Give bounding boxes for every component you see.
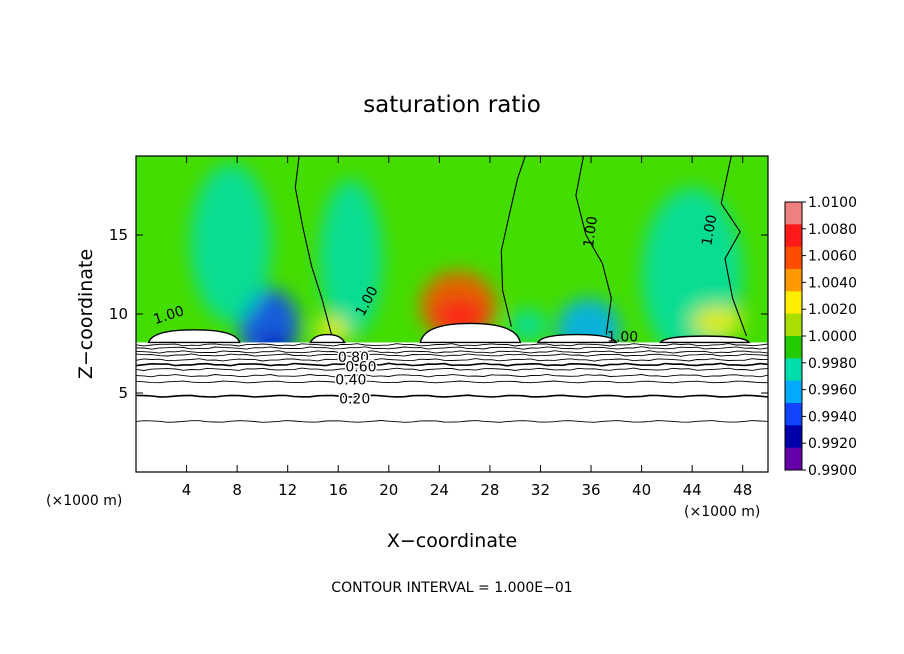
contour-line-7 [136,358,768,362]
contour-label-6: 0.80 [338,350,369,366]
cloud-region-2 [309,333,346,344]
cloud-region-5 [659,335,751,344]
subsaturated-region [136,342,768,472]
colorbar-swatch-11 [785,425,802,449]
colorbar-swatch-10 [785,403,802,426]
x-tick-label-20: 20 [379,481,398,499]
contour-line-3 [136,380,768,384]
contour-line-2 [136,394,768,398]
anomaly-region-5 [190,163,272,322]
x-tick-label-24: 24 [430,481,449,499]
colorbar-swatch-8 [785,358,802,382]
x-tick-label-8: 8 [232,481,242,499]
x-tick-label-16: 16 [329,481,348,499]
contour-line-9 [136,350,768,354]
contour-1.00-vertical-3 [575,156,612,335]
colorbar-swatch-5 [785,291,802,315]
contour-line-5 [136,367,768,371]
contour-line-8 [136,353,768,357]
contour-1.00-vertical-2 [500,156,526,327]
contour-label-8: 0.40 [335,372,366,388]
contour-line-4 [136,373,768,378]
cloud-region-4 [536,333,618,344]
anomaly-region-6 [319,179,383,338]
y-tick-label-15: 15 [109,226,128,244]
y-axis-label: Z−coordinate [75,249,97,379]
contour-label-7: 0.60 [345,360,376,376]
colorbar-label-9: 0.9940 [808,409,857,425]
contour-line-1 [136,420,768,423]
x-tick-label-4: 4 [182,481,192,499]
cloud-region-3 [419,322,522,344]
colorbar-label-11: 0.9900 [808,463,857,479]
cloud-region-1 [147,329,241,344]
x-tick-label-44: 44 [683,481,702,499]
x-unit-left: (×1000 m) [46,493,122,509]
contour-label-3: 1.00 [581,215,601,248]
colorbar-swatch-9 [785,380,802,404]
colorbar-label-10: 0.9920 [808,436,857,452]
x-tick-label-40: 40 [632,481,651,499]
colorbar-label-7: 0.9980 [808,356,857,372]
contour-label-4: 1.00 [699,214,720,247]
contour-1.00-vertical-1 [294,156,333,337]
colorbar: 1.0100 1.0080 1.0060 1.0040 1.0020 1.0000 0.99… [784,195,857,479]
contour-label-9: 0.20 [339,391,370,407]
colorbar-label-2: 1.0080 [808,222,857,238]
colorbar-label-6: 1.0000 [808,329,857,345]
y-tick-label-10: 10 [109,305,128,323]
contour-interval-note: CONTOUR INTERVAL = 1.000E−01 [331,580,572,596]
chart-title: saturation ratio [363,92,541,118]
x-tick-label-48: 48 [733,481,752,499]
colorbar-label-1: 1.0100 [808,195,857,211]
colorbar-label-8: 0.9960 [808,383,857,399]
contour-line-11 [136,343,768,347]
colorbar-label-3: 1.0060 [808,249,857,265]
x-tick-label-32: 32 [531,481,550,499]
colorbar-swatch-6 [785,313,802,337]
contour-line-10 [136,346,768,350]
plot-area: 1.00 1.001.00 1.001.000.800.600.400.20 [135,155,769,473]
colorbar-label-4: 1.0040 [808,275,857,291]
contour-label-5: 1.00 [607,330,638,346]
contour-1.00-vertical-4 [720,156,748,337]
colorbar-label-5: 1.0020 [808,302,857,318]
colorbar-swatch-3 [785,246,802,270]
colorbar-swatch-7 [785,336,802,359]
colorbar-swatch-12 [785,447,802,471]
colorbar-swatch-1 [785,202,802,225]
x-unit-right: (×1000 m) [684,504,760,520]
y-tick-label-5: 5 [118,384,128,402]
anomaly-region-11 [508,309,547,341]
x-tick-label-12: 12 [278,481,297,499]
contour-line-6 [136,362,768,367]
anomaly-region-9 [692,306,743,338]
x-axis-label: X−coordinate [387,530,517,552]
colorbar-swatch-4 [785,269,802,292]
colorbar-swatch-2 [785,224,802,248]
x-tick-label-28: 28 [480,481,499,499]
x-tick-label-36: 36 [581,481,600,499]
